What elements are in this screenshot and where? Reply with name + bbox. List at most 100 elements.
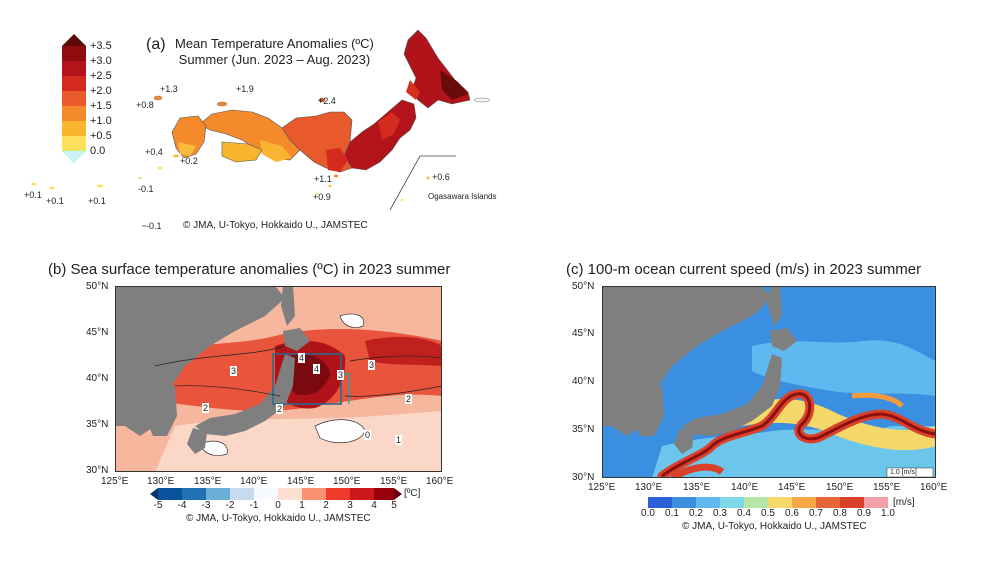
colorbar-seg-1 (62, 46, 86, 61)
sst-cb-seg (230, 488, 254, 500)
current-lon-label: 125°E (588, 482, 616, 493)
sst-colorbar (150, 488, 402, 500)
ogasawara-dot (426, 176, 430, 180)
sst-lat-label: 30°N (86, 465, 109, 476)
current-lat-label: 50°N (572, 281, 595, 292)
sst-cb-tick: 2 (323, 500, 329, 511)
sst-lat-label: 40°N (86, 373, 109, 384)
sado-island (318, 97, 326, 103)
sst-lon-label: 125°E (101, 476, 129, 487)
current-lat-label: 30°N (572, 472, 595, 483)
anomaly-label: +0.6 (432, 172, 450, 182)
oyashio-zone (851, 392, 904, 408)
sst-cb-unit: [ºC] (404, 488, 421, 499)
panel-a-letter: (a) (146, 36, 166, 53)
colorbar-top-arrow (62, 34, 86, 46)
sst-cb-tick: 0 (275, 500, 281, 511)
sst-cb-tick: -5 (153, 500, 163, 511)
anomaly-label: +1.9 (236, 84, 254, 94)
sst-anomaly-map (115, 286, 442, 472)
sst-lon-label: 145°E (287, 476, 315, 487)
panel-b-credit: © JMA, U-Tokyo, Hokkaido U., JAMSTEC (186, 513, 371, 524)
temperature-colorbar (61, 34, 87, 164)
colorbar-label-1.0: +1.0 (90, 115, 112, 127)
ogasawara-label: Ogasawara Islands (428, 192, 497, 201)
sst-contour-label: 2 (202, 403, 210, 413)
current-cb-seg (792, 497, 816, 508)
shikoku-shape (221, 141, 263, 163)
current-cb-tick: 1.0 (881, 508, 895, 519)
colorbar-bottom-arrow (61, 150, 87, 164)
izu-island-1 (334, 174, 338, 178)
sst-contour-line (344, 385, 442, 397)
colorbar-label-1.5: +1.5 (90, 100, 112, 112)
colorbar-seg-2 (62, 61, 86, 76)
current-lat-label: 35°N (572, 424, 595, 435)
sst-cb-seg (278, 488, 302, 500)
anomaly-label: +0.4 (145, 147, 163, 157)
current-cb-tick: 0.0 (641, 508, 655, 519)
japan-temperature-map (31, 29, 491, 227)
sst-land-hokkaido (283, 328, 310, 351)
sst-lat-label: 35°N (86, 419, 109, 430)
current-cb-seg (840, 497, 864, 508)
colorbar-label-0.5: +0.5 (90, 130, 112, 142)
current-cb-tick: 0.9 (857, 508, 871, 519)
anomaly-label: -0.1 (146, 221, 162, 231)
sst-land-honshu (195, 354, 295, 436)
hokkaido-west (406, 80, 420, 100)
sst-cb-seg (374, 488, 394, 500)
sst-cb-tick: -1 (249, 500, 259, 511)
south-dot (400, 198, 404, 202)
current-land-kyushu (674, 428, 694, 454)
anomaly-label: +2.4 (318, 96, 336, 106)
kansai-shape (260, 140, 292, 162)
sst-cb-tick: -3 (201, 500, 211, 511)
current-cb-tick: 0.1 (665, 508, 679, 519)
sst-cb-seg (302, 488, 326, 500)
ryukyu-island-2 (158, 166, 162, 170)
sst-contour-label: 4 (313, 364, 321, 374)
current-cb-tick: 0.6 (785, 508, 799, 519)
sst-white-patch-2 (339, 313, 365, 328)
colorbar-label-3.5: +3.5 (90, 40, 112, 52)
anomaly-label: +1.1 (314, 174, 332, 184)
colorbar-seg-5 (62, 106, 86, 121)
tohoku-shape (343, 99, 417, 171)
current-cb-tick: 0.8 (833, 508, 847, 519)
ryukyu-island-1 (173, 154, 179, 158)
sst-lon-label: 130°E (147, 476, 175, 487)
anomaly-label: +0.1 (88, 196, 106, 206)
ryukyu-island-5 (49, 186, 55, 190)
sst-cb-tick: 4 (371, 500, 377, 511)
sst-contour-label: 4 (298, 353, 306, 363)
sst-contour-label: 2 (276, 404, 284, 414)
sst-lat-label: 45°N (86, 327, 109, 338)
current-cb-tick: 0.3 (713, 508, 727, 519)
panel-a-title-line1: Mean Temperature Anomalies (ºC) (175, 36, 374, 51)
current-cb-seg (672, 497, 696, 508)
colorbar-seg-7 (62, 136, 86, 151)
vector-key-label: 1.0 [m/s] (890, 469, 917, 476)
current-lon-label: 140°E (731, 482, 759, 493)
current-lon-label: 145°E (778, 482, 806, 493)
sst-frame (115, 286, 442, 472)
current-cb-seg (696, 497, 720, 508)
oki-island (216, 101, 228, 107)
sst-land-kyushu (187, 428, 207, 454)
anomaly-label: +0.1 (24, 190, 42, 200)
current-colorbar (648, 497, 888, 508)
current-cb-unit: [m/s] (893, 497, 915, 508)
ryukyu-island-6 (31, 182, 37, 186)
sst-contour-label: 3 (337, 370, 345, 380)
current-cb-tick: 0.7 (809, 508, 823, 519)
current-cb-tick: 0.2 (689, 508, 703, 519)
current-cb-seg (768, 497, 792, 508)
sst-contour-line (154, 345, 286, 367)
panel-a-title: Mean Temperature Anomalies (ºC) Summer (… (175, 36, 374, 68)
colorbar-seg-6 (62, 121, 86, 136)
current-cb-seg (648, 497, 672, 508)
sst-cb-tick: 5 (391, 500, 397, 511)
colorbar-seg-3 (62, 76, 86, 91)
sst-contour-line (349, 355, 442, 362)
